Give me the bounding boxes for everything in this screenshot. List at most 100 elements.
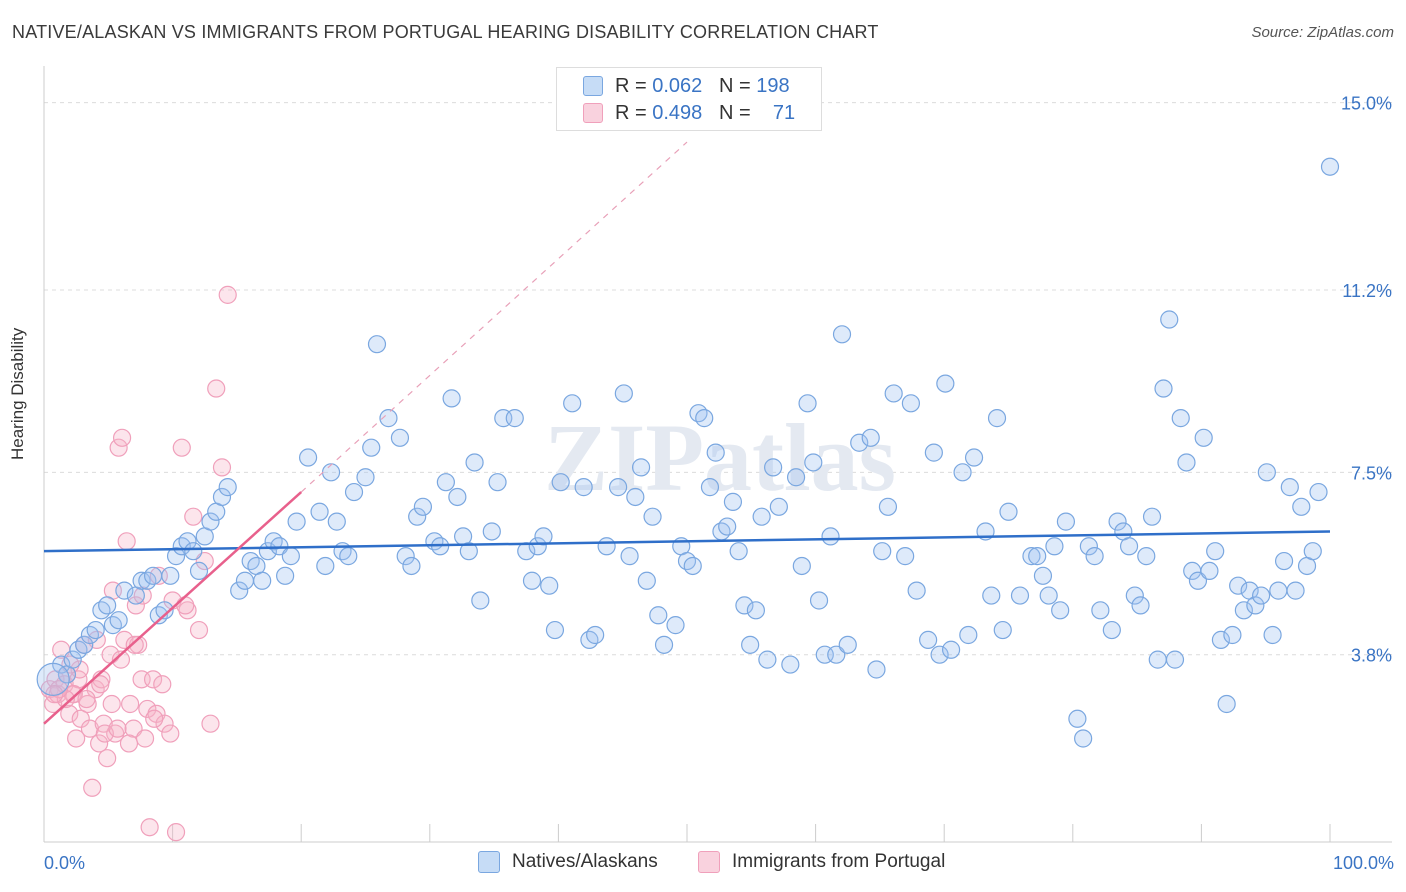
native-point [924, 443, 943, 462]
native-point [1154, 379, 1173, 398]
native-point [356, 468, 375, 487]
y-tick-labels: 3.8% 7.5% 11.2% 15.0% [1341, 94, 1392, 666]
native-point [1223, 625, 1242, 645]
native-point [597, 537, 616, 556]
native-point [1320, 157, 1340, 176]
native-point [1010, 586, 1030, 605]
native-point [230, 581, 249, 600]
native-point [649, 606, 668, 625]
native-point [155, 601, 174, 620]
native-point [936, 374, 955, 393]
native-point [402, 556, 421, 576]
portugal-point [91, 675, 110, 694]
native-point [677, 551, 697, 571]
portugal-point [77, 689, 96, 709]
native-point [792, 556, 811, 576]
portugal-point [121, 694, 140, 714]
native-point [69, 640, 88, 659]
native-point [253, 571, 272, 590]
native-point [1148, 650, 1167, 669]
x-tick-label-min: 0.0% [44, 853, 86, 873]
native-point [103, 616, 122, 635]
native-point [465, 453, 484, 472]
native-point [1309, 482, 1328, 502]
native-point [1085, 547, 1104, 566]
native-point [367, 335, 387, 354]
native-point [683, 556, 702, 576]
native-point [1286, 581, 1305, 600]
native-point [873, 542, 892, 561]
native-point [362, 438, 381, 457]
native-point [907, 581, 926, 600]
native-point [1137, 547, 1156, 566]
native-point [804, 453, 823, 472]
native-point [408, 507, 427, 526]
native-point [212, 487, 232, 507]
native-point [298, 448, 318, 467]
native-point [1194, 428, 1213, 447]
portugal-point [69, 670, 88, 689]
native-point [1039, 586, 1058, 605]
native-point [327, 512, 346, 531]
native-point [540, 576, 559, 595]
native-point [1068, 709, 1087, 728]
native-point [1142, 507, 1162, 526]
native-point [1280, 478, 1299, 497]
native-point [522, 571, 542, 590]
portugal-point [176, 596, 195, 615]
native-point [637, 571, 656, 590]
native-point [115, 581, 134, 600]
portugal-point [184, 507, 203, 526]
native-point [184, 542, 203, 561]
series-legend-natives: Natives/Alaskans [478, 851, 658, 873]
portugal-point [189, 620, 209, 640]
native-point [1033, 566, 1053, 585]
native-point [149, 606, 168, 625]
portugal-point [83, 778, 102, 797]
portugal-point [111, 650, 131, 669]
series-swatch-blue [478, 851, 500, 873]
native-point [396, 547, 415, 566]
portugal-point [115, 630, 134, 650]
native-point [36, 662, 70, 696]
native-point [505, 409, 524, 428]
portugal-point [218, 285, 237, 304]
portugal-point [112, 428, 132, 447]
native-point [316, 556, 335, 576]
native-trend-line [43, 530, 1331, 553]
stats-legend: R = 0.062 N = 198 R = 0.498 N = 71 [556, 67, 822, 131]
portugal-point [102, 694, 121, 714]
portugal-point [145, 709, 164, 728]
portugal-point [119, 734, 139, 753]
native-point [884, 384, 903, 403]
native-point [413, 497, 433, 516]
native-point [689, 404, 708, 423]
portugal-point [56, 689, 75, 709]
native-point [746, 601, 765, 620]
native-point [321, 463, 341, 482]
portugal-trend-extension [300, 141, 688, 493]
native-point [339, 547, 358, 566]
native-point [161, 566, 180, 585]
native-point [896, 547, 915, 566]
native-point [166, 547, 186, 566]
portugal-point [98, 749, 117, 768]
native-point [1263, 625, 1282, 645]
native-point [1160, 310, 1179, 329]
native-point [436, 473, 455, 492]
portugal-point [94, 714, 113, 733]
native-point [281, 547, 300, 566]
native-point [1056, 512, 1076, 531]
legend-r-value: 0.498 [652, 101, 703, 124]
native-point [999, 502, 1018, 521]
native-point [609, 478, 628, 497]
native-point [953, 463, 972, 482]
portugal-point [166, 823, 186, 842]
portugal-points [40, 285, 237, 842]
native-point [769, 497, 788, 516]
native-point [1188, 571, 1208, 590]
native-point [534, 527, 553, 546]
portugal-point [117, 532, 136, 551]
native-point [1022, 547, 1041, 566]
portugal-point [140, 818, 159, 837]
